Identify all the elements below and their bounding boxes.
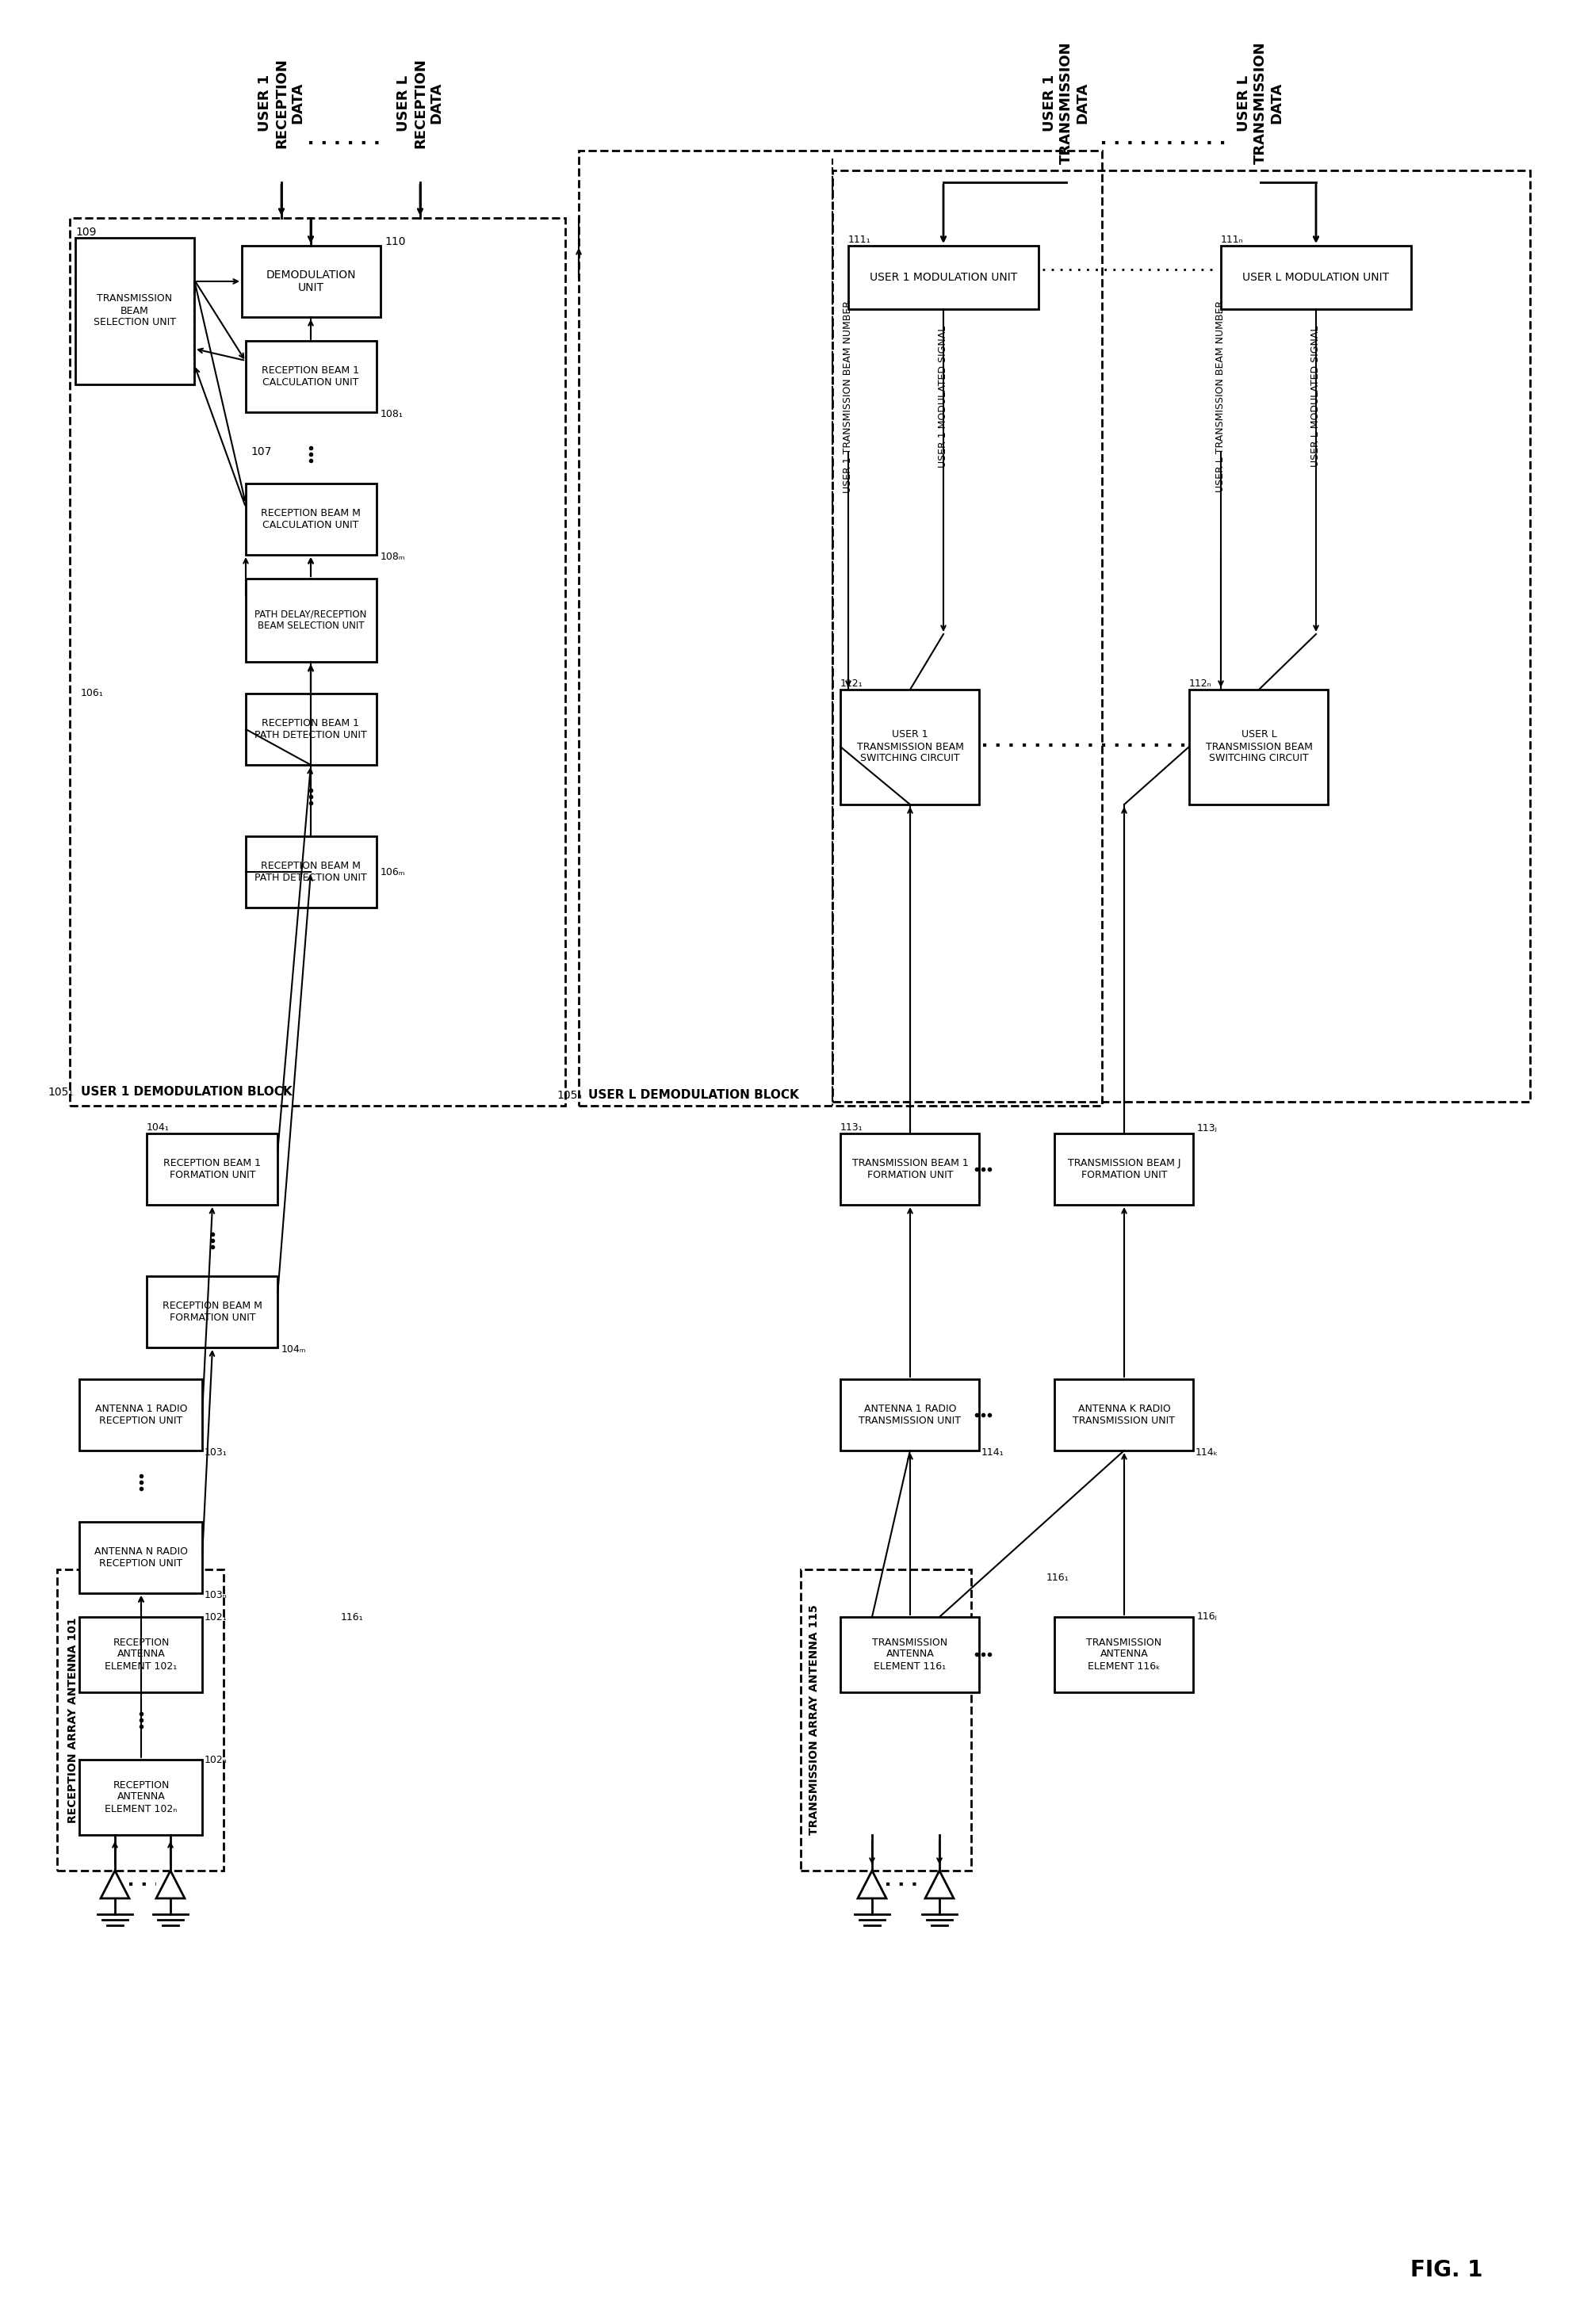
Bar: [801, 1569, 972, 1871]
Text: 110: 110: [384, 237, 406, 246]
Text: 105₁: 105₁: [47, 1088, 73, 1097]
Text: 116ⱼ: 116ⱼ: [1198, 1613, 1218, 1622]
Bar: [79, 1522, 202, 1594]
Text: 112₁: 112₁: [841, 679, 863, 688]
Text: RECEPTION BEAM 1
FORMATION UNIT: RECEPTION BEAM 1 FORMATION UNIT: [164, 1157, 261, 1181]
Text: 113₁: 113₁: [841, 1122, 863, 1134]
Bar: [147, 1276, 278, 1348]
Text: FIG. 1: FIG. 1: [1409, 2259, 1482, 2282]
Text: 108₁: 108₁: [381, 409, 403, 421]
Bar: [841, 1618, 980, 1692]
Bar: [1190, 690, 1327, 804]
Text: 107: 107: [251, 446, 272, 458]
Text: TRANSMISSION
BEAM
SELECTION UNIT: TRANSMISSION BEAM SELECTION UNIT: [93, 293, 175, 328]
Text: TRANSMISSION BEAM 1
FORMATION UNIT: TRANSMISSION BEAM 1 FORMATION UNIT: [852, 1157, 969, 1181]
Bar: [242, 246, 381, 316]
Text: RECEPTION
ANTENNA
ELEMENT 102₁: RECEPTION ANTENNA ELEMENT 102₁: [104, 1636, 177, 1671]
Text: 111₁: 111₁: [848, 235, 871, 246]
Bar: [841, 690, 980, 804]
Text: USER 1
RECEPTION
DATA: USER 1 RECEPTION DATA: [258, 58, 305, 149]
Bar: [147, 1134, 278, 1204]
Text: RECEPTION ARRAY ANTENNA 101: RECEPTION ARRAY ANTENNA 101: [68, 1618, 79, 1822]
Text: 102ₙ: 102ₙ: [204, 1755, 228, 1764]
Text: 106₁: 106₁: [81, 688, 104, 700]
Text: 112ₙ: 112ₙ: [1190, 679, 1212, 688]
Text: 104₁: 104₁: [147, 1122, 169, 1134]
Bar: [79, 1378, 202, 1450]
Text: USER 1 DEMODULATION BLOCK: USER 1 DEMODULATION BLOCK: [81, 1085, 292, 1099]
Text: 103ₙ: 103ₙ: [204, 1590, 228, 1601]
Bar: [246, 579, 376, 662]
Text: 111ₙ: 111ₙ: [1221, 235, 1243, 246]
Text: 103₁: 103₁: [204, 1448, 228, 1457]
Bar: [246, 483, 376, 555]
Text: USER L MODULATED SIGNAL: USER L MODULATED SIGNAL: [1311, 325, 1321, 467]
Bar: [841, 1378, 980, 1450]
Text: 116₁: 116₁: [1046, 1573, 1070, 1583]
Bar: [841, 1134, 980, 1204]
Text: PATH DELAY/RECEPTION
BEAM SELECTION UNIT: PATH DELAY/RECEPTION BEAM SELECTION UNIT: [254, 609, 367, 630]
Text: RECEPTION BEAM 1
CALCULATION UNIT: RECEPTION BEAM 1 CALCULATION UNIT: [262, 365, 360, 388]
Text: 113ⱼ: 113ⱼ: [1198, 1122, 1218, 1134]
Text: 106ₘ: 106ₘ: [381, 867, 406, 876]
Text: USER 1
TRANSMISSION
DATA: USER 1 TRANSMISSION DATA: [1043, 42, 1090, 165]
Bar: [1054, 1378, 1193, 1450]
Bar: [1054, 1134, 1193, 1204]
Text: TRANSMISSION
ANTENNA
ELEMENT 116₁: TRANSMISSION ANTENNA ELEMENT 116₁: [872, 1636, 948, 1671]
Text: 105ₙ: 105ₙ: [556, 1090, 581, 1102]
Text: RECEPTION BEAM M
CALCULATION UNIT: RECEPTION BEAM M CALCULATION UNIT: [261, 509, 360, 530]
Bar: [79, 1618, 202, 1692]
Text: USER L TRANSMISSION BEAM NUMBER: USER L TRANSMISSION BEAM NUMBER: [1215, 300, 1226, 493]
Bar: [1054, 1618, 1193, 1692]
Bar: [79, 1759, 202, 1836]
Text: USER 1 MODULATION UNIT: USER 1 MODULATION UNIT: [869, 272, 1018, 284]
Text: USER L
TRANSMISSION
DATA: USER L TRANSMISSION DATA: [1237, 42, 1285, 165]
Text: RECEPTION
ANTENNA
ELEMENT 102ₙ: RECEPTION ANTENNA ELEMENT 102ₙ: [104, 1780, 177, 1815]
Text: DEMODULATION
UNIT: DEMODULATION UNIT: [265, 270, 356, 293]
Bar: [1221, 246, 1411, 309]
Text: 108ₘ: 108ₘ: [381, 553, 406, 562]
Bar: [246, 342, 376, 411]
Bar: [246, 837, 376, 909]
Bar: [70, 218, 566, 1106]
Text: TRANSMISSION ARRAY ANTENNA 115: TRANSMISSION ARRAY ANTENNA 115: [809, 1606, 820, 1836]
Text: 116₁: 116₁: [341, 1613, 363, 1622]
Text: RECEPTION BEAM M
FORMATION UNIT: RECEPTION BEAM M FORMATION UNIT: [163, 1301, 262, 1322]
Text: USER 1 MODULATED SIGNAL: USER 1 MODULATED SIGNAL: [939, 325, 948, 467]
Text: 104ₘ: 104ₘ: [281, 1346, 307, 1355]
Bar: [848, 246, 1038, 309]
Text: RECEPTION BEAM 1
PATH DETECTION UNIT: RECEPTION BEAM 1 PATH DETECTION UNIT: [254, 718, 367, 741]
Text: ANTENNA 1 RADIO
TRANSMISSION UNIT: ANTENNA 1 RADIO TRANSMISSION UNIT: [860, 1404, 961, 1427]
Text: ANTENNA 1 RADIO
RECEPTION UNIT: ANTENNA 1 RADIO RECEPTION UNIT: [95, 1404, 188, 1427]
Text: ANTENNA K RADIO
TRANSMISSION UNIT: ANTENNA K RADIO TRANSMISSION UNIT: [1073, 1404, 1176, 1427]
Text: TRANSMISSION
ANTENNA
ELEMENT 116ₖ: TRANSMISSION ANTENNA ELEMENT 116ₖ: [1087, 1636, 1161, 1671]
Text: ANTENNA N RADIO
RECEPTION UNIT: ANTENNA N RADIO RECEPTION UNIT: [95, 1545, 188, 1569]
Text: USER L DEMODULATION BLOCK: USER L DEMODULATION BLOCK: [588, 1090, 799, 1102]
Text: USER L MODULATION UNIT: USER L MODULATION UNIT: [1242, 272, 1389, 284]
Bar: [578, 151, 1101, 1106]
Text: 114₁: 114₁: [981, 1448, 1005, 1457]
Bar: [76, 237, 194, 383]
Bar: [57, 1569, 223, 1871]
Text: USER 1
TRANSMISSION BEAM
SWITCHING CIRCUIT: USER 1 TRANSMISSION BEAM SWITCHING CIRCU…: [856, 730, 964, 765]
Bar: [246, 693, 376, 765]
Text: USER L
RECEPTION
DATA: USER L RECEPTION DATA: [397, 58, 444, 149]
Text: TRANSMISSION BEAM J
FORMATION UNIT: TRANSMISSION BEAM J FORMATION UNIT: [1068, 1157, 1180, 1181]
Text: 114ₖ: 114ₖ: [1196, 1448, 1218, 1457]
Text: USER 1 TRANSMISSION BEAM NUMBER: USER 1 TRANSMISSION BEAM NUMBER: [844, 300, 853, 493]
Text: 109: 109: [76, 228, 96, 237]
Text: USER L
TRANSMISSION BEAM
SWITCHING CIRCUIT: USER L TRANSMISSION BEAM SWITCHING CIRCU…: [1206, 730, 1313, 765]
Text: RECEPTION BEAM M
PATH DETECTION UNIT: RECEPTION BEAM M PATH DETECTION UNIT: [254, 860, 367, 883]
Text: 102₁: 102₁: [204, 1613, 228, 1622]
Bar: [833, 170, 1529, 1102]
